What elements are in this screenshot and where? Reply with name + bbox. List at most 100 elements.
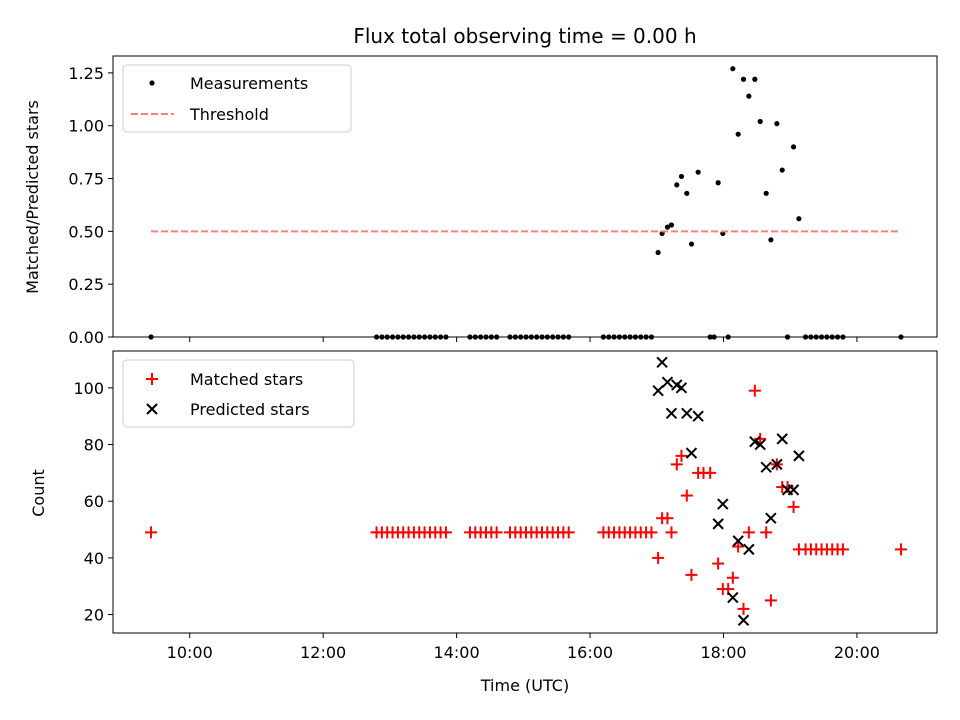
measurement-point: [779, 167, 785, 173]
chart-title: Flux total observing time = 0.00 h: [353, 24, 696, 48]
legend-matched-label: Matched stars: [190, 370, 303, 389]
bottom-x-tick-label: 12:00: [300, 643, 346, 662]
predicted-star-point: [681, 407, 693, 420]
top-y-tick-label: 1.25: [68, 64, 104, 83]
bottom-x-tick-label: 20:00: [834, 643, 880, 662]
bottom-y-tick-label: 20: [84, 606, 104, 625]
bottom-y-tick-label: 100: [73, 379, 104, 398]
predicted-star-point: [732, 535, 744, 547]
predicted-star-point: [675, 382, 688, 394]
matched-star-point: [665, 526, 678, 539]
matched-star-point: [490, 526, 503, 539]
matched-star-point: [704, 466, 717, 479]
top-y-tick-label: 0.50: [68, 222, 104, 241]
measurement-point: [688, 241, 695, 247]
matched-star-point: [760, 526, 773, 539]
predicted-star-point: [787, 484, 800, 496]
top-axes-frame: [112, 55, 938, 338]
bottom-x-tick-label: 14:00: [434, 643, 480, 662]
bottom-legend-box: [122, 359, 355, 428]
predicted-star-point: [760, 461, 772, 473]
top-y-tick-label: 0.25: [68, 275, 104, 294]
matched-star-point: [894, 543, 907, 556]
matched-star-point: [670, 458, 683, 471]
predicted-star-point: [656, 356, 668, 369]
measurement-point: [684, 190, 690, 196]
bottom-y-axis: 20 40 60 80 100: [73, 379, 113, 625]
top-y-tick-label: 1.00: [68, 117, 104, 136]
predicted-star-point: [717, 498, 729, 510]
bottom-y-tick-label: 80: [84, 436, 104, 455]
top-legend: Measurements Threshold: [122, 64, 352, 133]
top-y-axis-label: Matched/Predicted stars: [23, 100, 42, 294]
legend-predicted-label: Predicted stars: [190, 400, 310, 419]
bottom-y-axis-label: Count: [29, 469, 48, 517]
predicted-star-point: [771, 458, 783, 471]
predicted-star-point: [727, 591, 739, 604]
measurement-point: [674, 182, 680, 188]
measurement-point: [678, 173, 685, 180]
bottom-x-tick-label: 18:00: [700, 643, 746, 662]
predicted-star-point: [712, 518, 724, 530]
top-y-tick-label: 0.75: [68, 170, 104, 189]
matched-star-point: [748, 384, 761, 397]
predicted-star-point: [685, 447, 698, 459]
measurement-point: [715, 180, 721, 186]
bottom-x-tick-label: 10:00: [167, 643, 213, 662]
top-y-axis: 0.00 0.25 0.50 0.75 1.00 1.25: [68, 64, 113, 347]
measurement-point: [768, 237, 774, 243]
measurement-point: [735, 131, 741, 137]
measurement-point: [655, 249, 661, 256]
legend-matched-marker: [146, 373, 158, 385]
matched-star-point: [680, 489, 693, 502]
legend-measurements-label: Measurements: [190, 74, 308, 93]
bottom-x-axis-label: Time (UTC): [480, 676, 569, 695]
predicted-star-point: [652, 384, 664, 397]
legend-measurements-marker: [149, 80, 155, 86]
matched-star-point: [652, 551, 665, 564]
predicted-star-point: [661, 376, 674, 388]
top-legend-box: [122, 64, 352, 133]
predicted-star-point: [749, 435, 761, 448]
legend-predicted-marker: [146, 403, 158, 415]
measurement-point: [668, 222, 675, 228]
top-x-axis: [189, 337, 858, 342]
matched-star-point: [787, 500, 800, 513]
matched-star-point: [764, 594, 777, 607]
matched-star-point: [742, 526, 755, 539]
measurement-point: [774, 121, 780, 127]
predicted-star-point: [754, 438, 766, 451]
measurement-point: [746, 93, 752, 99]
measurement-point: [790, 144, 797, 150]
predicted-star-point: [665, 407, 678, 420]
matched-star-point: [439, 526, 452, 539]
measurement-point: [695, 169, 701, 175]
matched-star-point: [836, 543, 849, 556]
predicted-star-point: [737, 614, 750, 626]
measurement-point: [796, 216, 802, 222]
predicted-star-point: [793, 450, 805, 462]
bottom-legend: Matched stars Predicted stars: [122, 359, 355, 428]
matched-star-point: [685, 568, 698, 581]
top-panel: 0.00 0.25 0.50 0.75 1.00 1.25 Matched/Predict…: [23, 55, 938, 347]
predicted-star-point: [743, 543, 755, 556]
bottom-y-tick-label: 40: [84, 549, 104, 568]
bottom-axes-frame: [112, 350, 938, 634]
measurement-point: [757, 118, 763, 125]
matched-star-point: [737, 602, 750, 615]
matched-star-point: [145, 526, 158, 539]
predicted-star-point: [692, 410, 704, 422]
matched-star-point: [562, 526, 575, 539]
predicted-star-point: [776, 433, 788, 445]
legend-threshold-label: Threshold: [189, 105, 269, 124]
matched-star-point: [661, 512, 674, 525]
measurement-point: [730, 66, 736, 72]
bottom-panel: 20 40 60 80 100 10:00 12:00 14:00 16:00 18:00 20:…: [29, 350, 938, 695]
measurement-point: [664, 224, 671, 230]
measurement-point: [740, 76, 747, 82]
matched-star-point: [726, 571, 739, 584]
bottom-x-tick-label: 16:00: [567, 643, 613, 662]
top-y-tick-label: 0.00: [68, 328, 104, 347]
bottom-x-axis: 10:00 12:00 14:00 16:00 18:00 20:00: [167, 633, 880, 662]
matched-star-point: [754, 432, 767, 445]
